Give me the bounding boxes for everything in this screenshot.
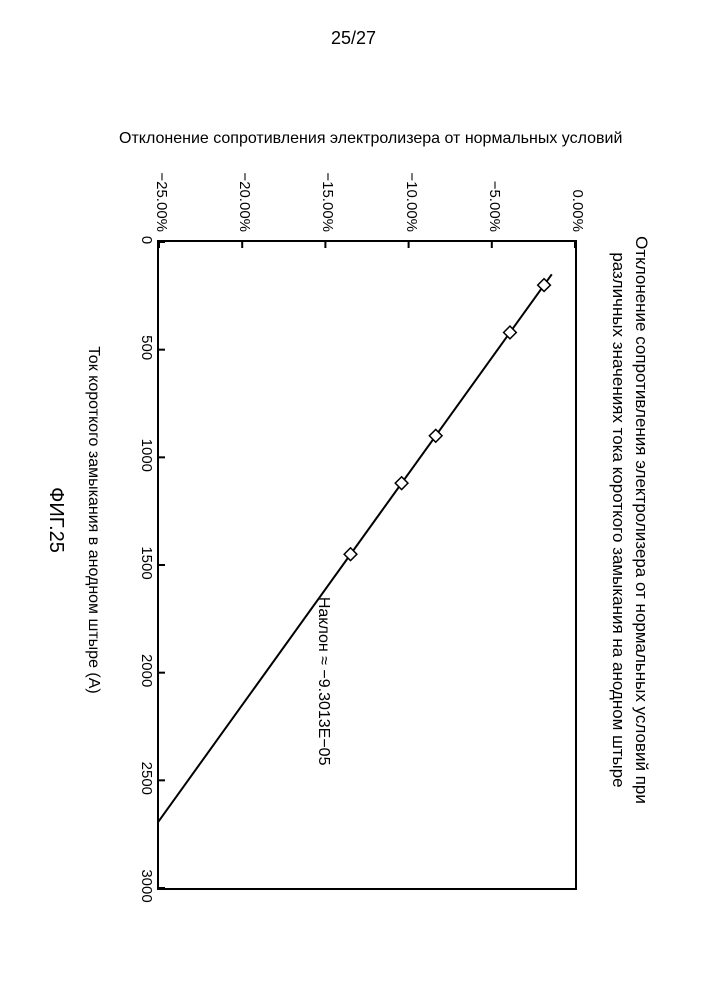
chart-svg bbox=[159, 242, 575, 888]
page-number: 25/27 bbox=[0, 28, 707, 49]
x-tick-label: 2500 bbox=[138, 762, 155, 795]
x-tick-label: 1000 bbox=[138, 439, 155, 472]
x-axis-label: Ток короткого замыкания в анодном штыре … bbox=[84, 70, 102, 970]
y-tick-label: −15.00% bbox=[319, 150, 336, 232]
chart-title: Отклонение сопротивления электролизера о… bbox=[606, 70, 652, 970]
plot-area bbox=[157, 240, 577, 890]
y-tick-label: −10.00% bbox=[403, 150, 420, 232]
chart-title-line1: Отклонение сопротивления электролизера о… bbox=[632, 236, 651, 804]
x-tick-label: 3000 bbox=[138, 869, 155, 902]
figure-landscape: Отклонение сопротивления электролизера о… bbox=[0, 70, 707, 970]
y-tick-label: −25.00% bbox=[153, 150, 170, 232]
rotated-figure-container: Отклонение сопротивления электролизера о… bbox=[0, 70, 707, 970]
figure-caption: ФИГ.25 bbox=[44, 70, 67, 970]
slope-annotation: Наклон ≈ −9.3013E−05 bbox=[314, 597, 332, 766]
y-axis-label: Отклонение сопротивления электролизера о… bbox=[119, 130, 622, 148]
x-tick-label: 1500 bbox=[138, 546, 155, 579]
x-tick-label: 2000 bbox=[138, 654, 155, 687]
y-tick-label: −20.00% bbox=[236, 150, 253, 232]
x-tick-label: 500 bbox=[138, 335, 155, 360]
chart-title-line2: различных значениях тока короткого замык… bbox=[609, 252, 628, 787]
x-tick-label: 0 bbox=[138, 236, 155, 244]
y-tick-label: −5.00% bbox=[486, 150, 503, 232]
y-tick-label: 0.00% bbox=[569, 150, 586, 232]
